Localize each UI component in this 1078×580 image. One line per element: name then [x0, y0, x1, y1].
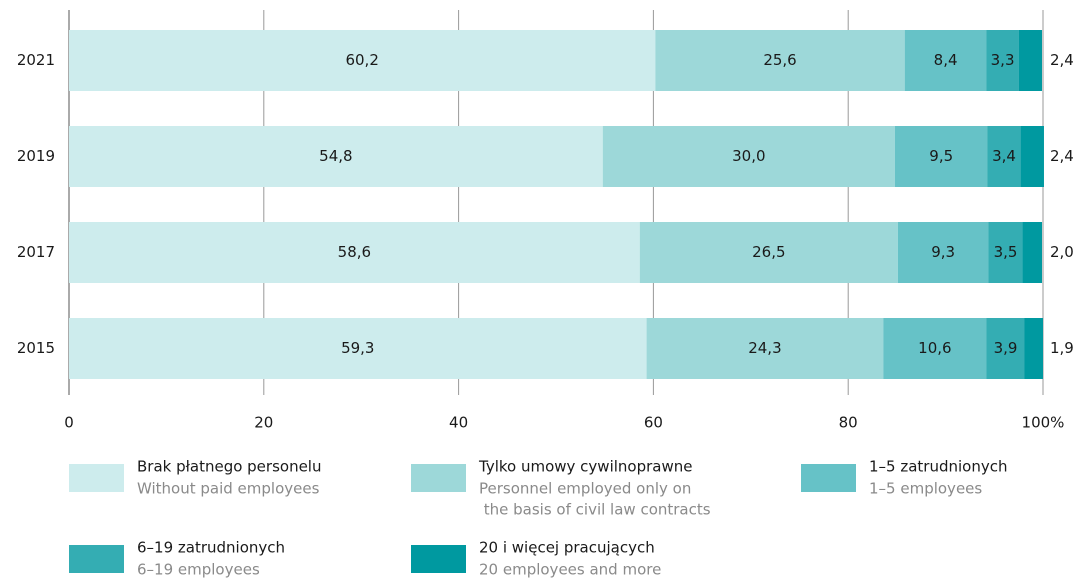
- bar-segment: [646, 318, 884, 379]
- x-tick-label: 100%: [1022, 414, 1065, 432]
- bar-segment: [655, 30, 905, 91]
- legend-label: 20 i więcej pracujących: [479, 539, 655, 557]
- legend-sublabel: Without paid employees: [137, 480, 320, 498]
- bar-segment: [1020, 126, 1044, 187]
- data-label: 10,6: [918, 339, 951, 357]
- bar-segment: [602, 126, 895, 187]
- legend-label: Tylko umowy cywilnoprawne: [478, 458, 692, 476]
- data-label: 9,3: [931, 243, 955, 261]
- data-label: 3,3: [991, 51, 1015, 69]
- bar-segment: [904, 30, 987, 91]
- legend-label: 1–5 zatrudnionych: [869, 458, 1008, 476]
- y-tick-label: 2021: [17, 51, 55, 69]
- bar-segment: [988, 222, 1023, 283]
- legend-swatch: [69, 545, 124, 573]
- legend-sublabel: 20 employees and more: [479, 561, 661, 579]
- data-label: 59,3: [341, 339, 374, 357]
- x-tick-label: 80: [839, 414, 858, 432]
- bar-segment: [69, 126, 603, 187]
- data-label: 3,4: [992, 147, 1016, 165]
- data-label: 24,3: [748, 339, 781, 357]
- data-label: 58,6: [338, 243, 371, 261]
- data-label: 54,8: [319, 147, 352, 165]
- bar-segment: [1018, 30, 1043, 91]
- legend-swatch: [69, 464, 124, 492]
- y-tick-label: 2019: [17, 147, 55, 165]
- bar-segment: [986, 30, 1019, 91]
- data-label: 2,4: [1050, 147, 1074, 165]
- bar-segment: [986, 318, 1025, 379]
- bar-segment: [1024, 318, 1043, 379]
- x-tick-label: 60: [644, 414, 663, 432]
- legend-sublabel: 1–5 employees: [869, 480, 982, 498]
- data-label: 3,9: [994, 339, 1018, 357]
- legend-swatch: [411, 545, 466, 573]
- x-tick-label: 0: [64, 414, 74, 432]
- x-tick-label: 40: [449, 414, 468, 432]
- bar-segment: [897, 222, 989, 283]
- bar-segment: [69, 222, 640, 283]
- bar-segment: [894, 126, 988, 187]
- data-label: 2,0: [1050, 243, 1074, 261]
- bar-segment: [883, 318, 987, 379]
- data-label: 60,2: [345, 51, 378, 69]
- x-tick-label: 20: [254, 414, 273, 432]
- legend-sublabel: the basis of civil law contracts: [479, 501, 711, 519]
- data-label: 30,0: [732, 147, 765, 165]
- data-label: 3,5: [994, 243, 1018, 261]
- data-label: 25,6: [763, 51, 796, 69]
- bar-segment: [639, 222, 898, 283]
- data-label: 26,5: [752, 243, 785, 261]
- legend-label: 6–19 zatrudnionych: [137, 539, 285, 557]
- y-tick-label: 2017: [17, 243, 55, 261]
- bar-segment: [987, 126, 1021, 187]
- legend-label: Brak płatnego personelu: [137, 458, 321, 476]
- bar-segment: [1022, 222, 1043, 283]
- y-tick-label: 2015: [17, 339, 55, 357]
- data-label: 9,5: [929, 147, 953, 165]
- bar-segment: [69, 318, 647, 379]
- data-label: 8,4: [934, 51, 958, 69]
- legend-swatch: [801, 464, 856, 492]
- legend-swatch: [411, 464, 466, 492]
- bar-segment: [69, 30, 656, 91]
- legend-sublabel: 6–19 employees: [137, 561, 260, 579]
- data-label: 2,4: [1050, 51, 1074, 69]
- data-label: 1,9: [1050, 339, 1074, 357]
- legend-sublabel: Personnel employed only on: [479, 480, 691, 498]
